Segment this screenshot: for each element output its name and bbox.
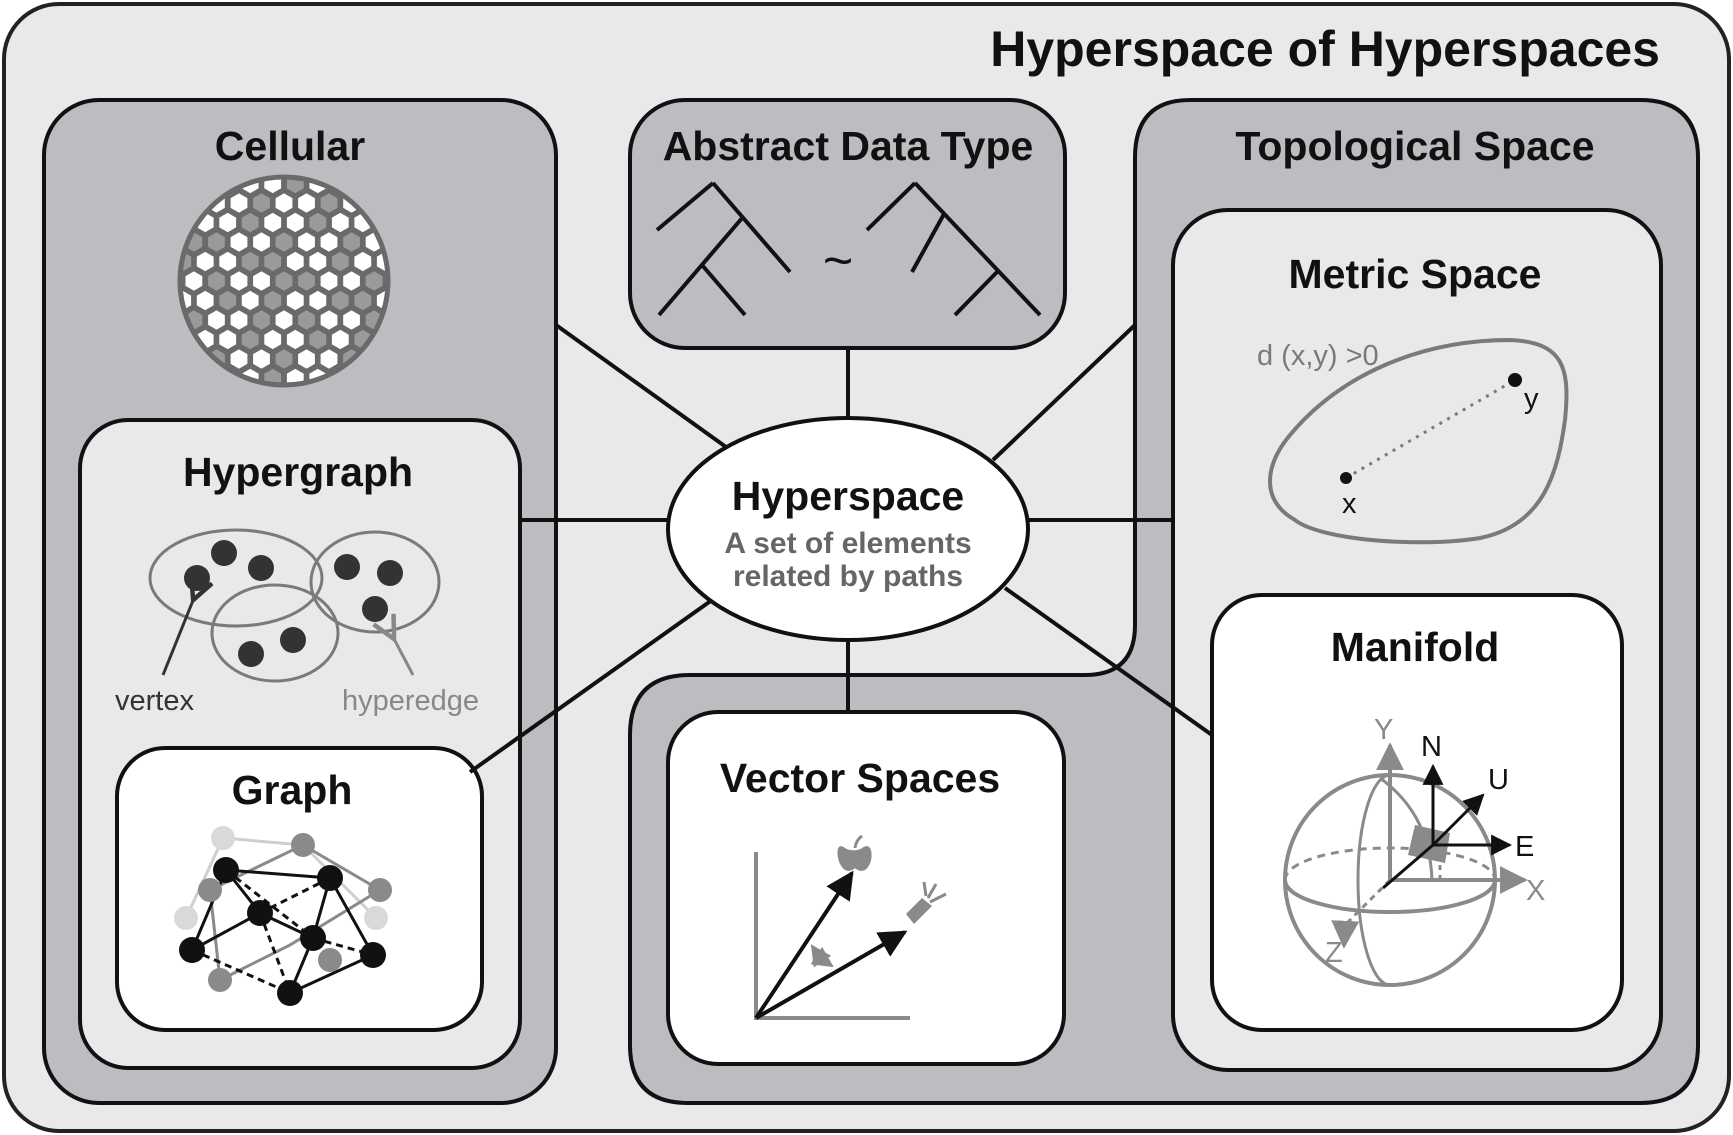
main-title: Hyperspace of Hyperspaces bbox=[990, 21, 1660, 77]
manifold-label-e: E bbox=[1515, 831, 1534, 863]
vector-spaces-title: Vector Spaces bbox=[720, 755, 1000, 801]
metric-point-x-label: x bbox=[1342, 488, 1357, 520]
topological-space-title: Topological Space bbox=[1235, 123, 1594, 169]
tree-icon-left bbox=[655, 181, 792, 317]
abstract-data-type-title: Abstract Data Type bbox=[663, 123, 1034, 169]
equivalence-symbol: ~ bbox=[823, 232, 853, 290]
hyperspace-title: Hyperspace bbox=[732, 473, 964, 519]
manifold-label-n: N bbox=[1421, 731, 1442, 763]
hyperspace-subtitle-line1: A set of elements bbox=[724, 527, 971, 560]
manifold-box bbox=[1210, 593, 1624, 1032]
manifold-axis-z: Z bbox=[1325, 937, 1343, 969]
connector-lines bbox=[468, 323, 1214, 774]
vector-plot-icon bbox=[754, 852, 910, 1020]
manifold-title: Manifold bbox=[1331, 624, 1500, 670]
manifold-sphere-icon bbox=[1283, 742, 1528, 987]
metric-space-title: Metric Space bbox=[1289, 251, 1542, 297]
carrot-icon bbox=[906, 881, 947, 924]
vertex-label: vertex bbox=[115, 685, 194, 717]
manifold-label-u: U bbox=[1488, 764, 1509, 796]
hyperspace-center-node bbox=[666, 416, 1030, 642]
metric-formula: d (x,y) >0 bbox=[1257, 340, 1379, 372]
apple-icon bbox=[837, 834, 872, 871]
hyperedge-label: hyperedge bbox=[342, 685, 479, 717]
tree-icon-right bbox=[865, 181, 1042, 317]
hypergraph-icon bbox=[148, 528, 441, 683]
manifold-axis-y: Y bbox=[1374, 714, 1393, 746]
graph-title: Graph bbox=[232, 767, 353, 813]
manifold-axis-x: X bbox=[1526, 875, 1545, 907]
graph-box bbox=[115, 746, 484, 1032]
cellular-title: Cellular bbox=[215, 123, 365, 169]
vector-spaces-box bbox=[666, 710, 1066, 1066]
hyperspace-subtitle-line2: related by paths bbox=[733, 560, 963, 593]
metric-point-y-label: y bbox=[1524, 383, 1539, 415]
graph-network-icon bbox=[174, 826, 392, 1006]
hypergraph-title: Hypergraph bbox=[183, 449, 413, 495]
metric-blob-icon bbox=[1268, 337, 1569, 545]
